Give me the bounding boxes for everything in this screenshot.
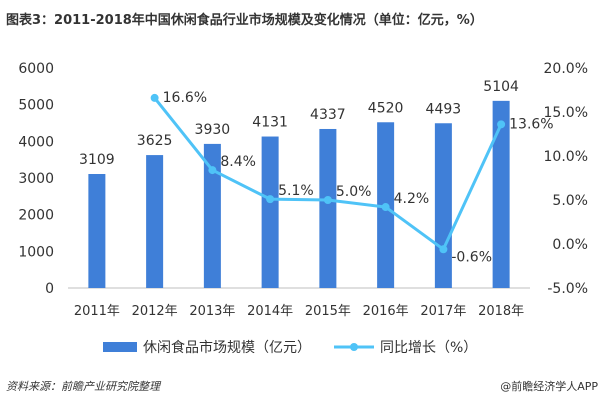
bar-value-label: 4493 [426, 101, 462, 117]
line-point [266, 195, 275, 204]
x-axis-tick-label: 2011年 [74, 304, 120, 319]
left-axis-tick-label: 3000 [18, 171, 54, 187]
chart-title: 图表3：2011-2018年中国休闲食品行业市场规模及变化情况（单位：亿元，%） [6, 13, 483, 28]
bar-value-label: 4131 [252, 115, 288, 131]
line-value-label: 13.6% [509, 116, 553, 132]
line-point [208, 166, 217, 175]
line-value-label: 8.4% [220, 154, 256, 170]
bar [492, 100, 510, 288]
x-axis-tick-label: 2012年 [132, 304, 178, 319]
legend-line-label: 同比增长（%） [380, 340, 477, 356]
source-note: 资料来源：前瞻产业研究院整理 [6, 380, 160, 393]
line-value-label: 4.2% [394, 191, 430, 207]
left-axis-ticks: 0 1000 2000 3000 4000 5000 6000 [18, 61, 54, 297]
right-axis-tick-label: 5.0% [552, 193, 588, 209]
right-axis-tick-label: 20.0% [544, 61, 588, 77]
line-value-label: 16.6% [163, 90, 207, 106]
bar [434, 123, 452, 288]
bar-value-label: 5104 [483, 79, 519, 95]
legend-bar-swatch [103, 342, 137, 352]
bar [146, 155, 164, 288]
right-axis-tick-label: -5.0% [547, 281, 588, 297]
legend-line-marker [350, 343, 358, 351]
left-axis-tick-label: 6000 [18, 61, 54, 77]
line-point [381, 203, 390, 212]
bar [261, 136, 279, 288]
line-point [323, 196, 332, 204]
line-point [150, 93, 159, 102]
right-axis-ticks: -5.0% 0.0% 5.0% 10.0% 15.0% 20.0% [544, 61, 588, 297]
bar [88, 174, 106, 288]
left-axis-tick-label: 0 [45, 281, 54, 297]
line-value-label: 5.0% [336, 184, 372, 200]
line-point [497, 120, 506, 129]
bar [203, 143, 221, 288]
brand-credit: @前瞻经济学人APP [500, 380, 598, 393]
bar [319, 128, 337, 288]
left-axis-tick-label: 2000 [18, 208, 54, 224]
right-axis-tick-label: 10.0% [544, 149, 588, 165]
x-axis-tick-label: 2017年 [420, 304, 466, 319]
x-axis-tick-label: 2015年 [305, 304, 351, 319]
right-axis-tick-label: 15.0% [544, 105, 588, 121]
x-axis-tick-label: 2014年 [247, 304, 293, 319]
line-value-labels: 16.6% 8.4% 5.1% 5.0% 4.2% -0.6% 13.6% [163, 90, 554, 265]
left-axis-tick-label: 5000 [18, 98, 54, 114]
x-axis-ticks: 2011年 2012年 2013年 2014年 2015年 2016年 2017年 2018年 [74, 304, 524, 319]
line-series [150, 93, 506, 254]
bar-value-label: 3930 [195, 122, 231, 138]
x-axis-tick-label: 2016年 [363, 304, 409, 319]
legend: 休闲食品市场规模（亿元） 同比增长（%） [103, 339, 477, 356]
bar-value-label: 3625 [137, 133, 173, 149]
line-point [439, 245, 448, 254]
bar-value-labels: 3109 3625 3930 4131 4337 4520 4493 5104 [79, 79, 519, 168]
left-axis-tick-label: 1000 [18, 244, 54, 260]
x-axis-tick-label: 2013年 [189, 304, 235, 319]
left-axis-tick-label: 4000 [18, 134, 54, 150]
bar-value-label: 4520 [368, 100, 404, 116]
line-value-label: 5.1% [278, 183, 314, 199]
line-value-label: -0.6% [451, 249, 492, 265]
bar-value-label: 3109 [79, 152, 115, 168]
x-axis-tick-label: 2018年 [478, 304, 524, 319]
right-axis-tick-label: 0.0% [552, 237, 588, 253]
bar-value-label: 4337 [310, 107, 346, 123]
legend-bar-label: 休闲食品市场规模（亿元） [143, 339, 311, 356]
